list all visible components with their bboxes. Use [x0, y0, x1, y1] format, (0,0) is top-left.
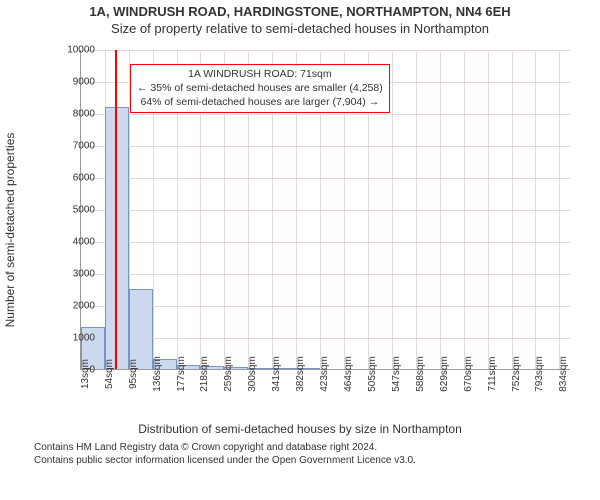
x-tick-label: 505sqm [367, 356, 378, 392]
plot-area: 1A WINDRUSH ROAD: 71sqm← 35% of semi-det… [80, 50, 570, 370]
x-tick-label: 629sqm [439, 356, 450, 392]
page-subtitle: Size of property relative to semi-detach… [0, 21, 600, 36]
y-tick-label: 1000 [55, 333, 95, 344]
gridline-horizontal [81, 274, 570, 275]
x-tick-label: 834sqm [558, 356, 569, 392]
annotation-line2: ← 35% of semi-detached houses are smalle… [137, 82, 383, 96]
annotation-line3: 64% of semi-detached houses are larger (… [137, 96, 383, 110]
x-tick-label: 177sqm [176, 356, 187, 392]
y-tick-label: 2000 [55, 301, 95, 312]
y-tick-label: 10000 [55, 45, 95, 56]
caption-line2: Contains public sector information licen… [34, 455, 600, 468]
x-tick-label: 547sqm [391, 356, 402, 392]
y-tick-label: 7000 [55, 141, 95, 152]
x-tick-label: 464sqm [343, 356, 354, 392]
x-tick-label: 300sqm [247, 356, 258, 392]
y-tick-label: 6000 [55, 173, 95, 184]
gridline-horizontal [81, 338, 570, 339]
gridline-horizontal [81, 242, 570, 243]
gridline-vertical [512, 50, 513, 369]
gridline-horizontal [81, 306, 570, 307]
y-axis-label: Number of semi-detached properties [3, 133, 17, 328]
y-tick-label: 5000 [55, 205, 95, 216]
annotation-box: 1A WINDRUSH ROAD: 71sqm← 35% of semi-det… [130, 64, 390, 113]
x-tick-label: 588sqm [415, 356, 426, 392]
annotation-line1: 1A WINDRUSH ROAD: 71sqm [137, 68, 383, 82]
x-tick-label: 54sqm [104, 359, 115, 389]
x-tick-label: 13sqm [80, 359, 91, 389]
gridline-vertical [488, 50, 489, 369]
x-tick-label: 670sqm [463, 356, 474, 392]
x-tick-label: 382sqm [295, 356, 306, 392]
x-tick-label: 423sqm [319, 356, 330, 392]
gridline-vertical [464, 50, 465, 369]
gridline-horizontal [81, 146, 570, 147]
x-tick-label: 95sqm [128, 359, 139, 389]
page-title-address: 1A, WINDRUSH ROAD, HARDINGSTONE, NORTHAM… [0, 4, 600, 19]
y-tick-label: 4000 [55, 237, 95, 248]
y-tick-label: 8000 [55, 109, 95, 120]
caption: Contains HM Land Registry data © Crown c… [34, 442, 600, 467]
x-tick-label: 136sqm [152, 356, 163, 392]
histogram-bar [105, 107, 129, 369]
gridline-horizontal [81, 178, 570, 179]
chart-container: Number of semi-detached properties 1A WI… [30, 40, 590, 420]
x-tick-label: 752sqm [511, 356, 522, 392]
x-tick-label: 341sqm [271, 356, 282, 392]
x-tick-label: 793sqm [534, 356, 545, 392]
caption-line1: Contains HM Land Registry data © Crown c… [34, 442, 600, 455]
gridline-vertical [416, 50, 417, 369]
y-tick-label: 3000 [55, 269, 95, 280]
x-tick-label: 218sqm [199, 356, 210, 392]
gridline-vertical [559, 50, 560, 369]
gridline-horizontal [81, 114, 570, 115]
gridline-vertical [535, 50, 536, 369]
histogram-bar [129, 289, 153, 369]
gridline-horizontal [81, 50, 570, 51]
gridline-vertical [440, 50, 441, 369]
x-tick-label: 259sqm [223, 356, 234, 392]
x-tick-label: 711sqm [487, 357, 498, 392]
x-axis-label: Distribution of semi-detached houses by … [0, 422, 600, 436]
y-tick-label: 9000 [55, 77, 95, 88]
marker-line [115, 50, 117, 369]
gridline-vertical [392, 50, 393, 369]
gridline-horizontal [81, 210, 570, 211]
